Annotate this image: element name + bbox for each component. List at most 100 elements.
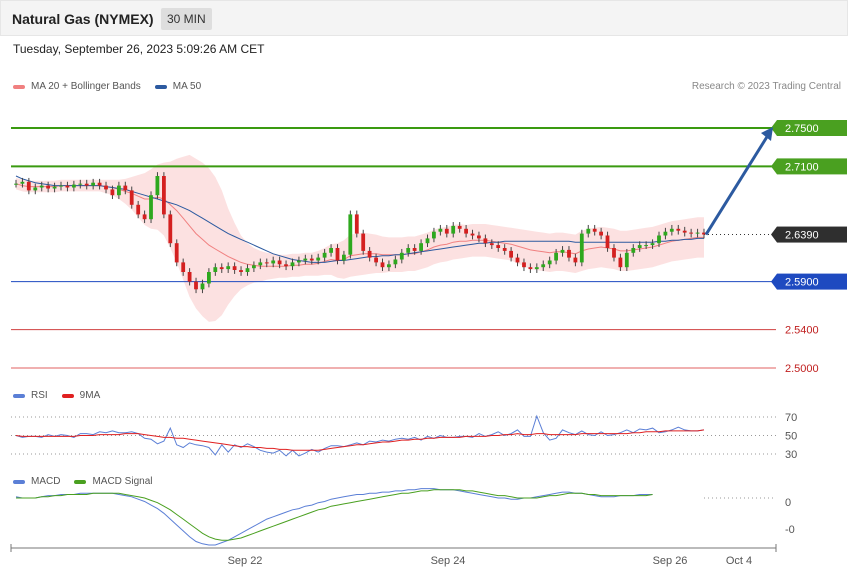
candle-body — [496, 245, 501, 248]
ma50-swatch — [154, 84, 167, 89]
candle-body — [695, 232, 700, 234]
candle-body — [637, 245, 642, 248]
ma20-swatch — [13, 84, 25, 89]
legend-item-macd-signal: MACD Signal — [74, 476, 152, 487]
candle-body — [702, 232, 706, 235]
candle-body — [618, 257, 623, 268]
candle-body — [149, 195, 153, 220]
candle-body — [509, 250, 513, 258]
candle-body — [477, 235, 481, 239]
candle-body — [586, 228, 591, 234]
candle-body — [502, 248, 507, 251]
candle-body — [412, 248, 417, 251]
level-label: 2.6390 — [785, 230, 819, 242]
candle-body — [297, 260, 301, 263]
candle-body — [322, 252, 327, 258]
macd-signal-line — [16, 489, 653, 541]
candle-body — [142, 214, 147, 220]
level-label-pointer — [771, 226, 777, 243]
candle-body — [669, 228, 674, 232]
level-label-pointer — [771, 120, 777, 136]
candle-body — [52, 186, 57, 189]
candle-body — [612, 248, 616, 258]
candle-body — [342, 254, 346, 261]
candle-body — [457, 225, 462, 229]
candle-body — [419, 243, 423, 251]
candle-body — [348, 214, 353, 255]
candle-body — [489, 243, 494, 246]
candle-body — [605, 235, 610, 248]
candle-body — [387, 264, 391, 268]
candle-body — [162, 176, 166, 215]
legend-item-ma50: MA 50 — [154, 81, 202, 92]
rsi-tick-label: 50 — [785, 431, 797, 443]
legend-item-ma20: MA 20 + Bollinger Bands — [13, 81, 141, 92]
candle-body — [155, 176, 160, 196]
x-axis-tick-label: Sep 22 — [228, 555, 263, 567]
candle-body — [33, 187, 38, 191]
macd-legend: MACD MACD Signal — [13, 476, 166, 487]
legend-item-macd: MACD — [13, 476, 60, 487]
candle-body — [579, 233, 584, 263]
legend-label-rsi: RSI — [31, 390, 48, 401]
candle-body — [631, 248, 636, 253]
candle-body — [483, 238, 488, 244]
level-label-pointer — [771, 273, 777, 290]
macd-tick-label: 0 — [785, 497, 791, 509]
forecast-arrow-shaft — [704, 131, 772, 236]
legend-label-ma50: MA 50 — [172, 81, 202, 92]
candle-body — [213, 267, 218, 272]
candle-body — [309, 258, 314, 261]
candle-body — [567, 249, 571, 258]
level-label: 2.5900 — [785, 277, 819, 289]
candle-body — [444, 228, 449, 234]
candle-body — [129, 190, 134, 205]
candle-body — [393, 259, 398, 265]
candle-body — [181, 262, 186, 272]
legend-label-macd: MACD — [31, 476, 61, 487]
candle-body — [380, 262, 385, 268]
rsi-swatch — [13, 393, 25, 398]
candle-body — [361, 233, 366, 251]
candle-body — [136, 204, 141, 215]
x-axis-tick-label: Oct 4 — [726, 555, 752, 567]
candle-body — [560, 249, 565, 253]
candle-body — [425, 238, 430, 244]
candle-body — [657, 235, 661, 244]
candle-body — [399, 252, 404, 260]
candle-body — [573, 257, 578, 263]
candle-body — [290, 262, 295, 267]
legend-item-rsi: RSI — [13, 390, 48, 401]
candle-body — [46, 185, 50, 189]
candle-body — [277, 260, 282, 265]
interval-button[interactable]: 30 MIN — [161, 8, 212, 30]
candle-body — [451, 225, 456, 234]
candle-body — [650, 243, 655, 246]
candle-body — [438, 228, 443, 232]
macd-tick-label: -0 — [785, 524, 795, 536]
candle-body — [78, 183, 83, 185]
candle-body — [354, 214, 359, 234]
rsi-tick-label: 30 — [785, 449, 797, 461]
candle-body — [367, 250, 372, 258]
candle-body — [374, 257, 378, 263]
x-axis-tick-label: Sep 24 — [431, 555, 466, 567]
level-label-box — [777, 158, 847, 175]
copyright-credit: Research © 2023 Trading Central — [691, 81, 841, 92]
candle-body — [20, 181, 25, 184]
candle-body — [194, 281, 198, 290]
rsi-legend: RSI 9MA — [13, 390, 114, 401]
candle-body — [682, 230, 687, 233]
level-label: 2.5000 — [785, 363, 819, 375]
candle-body — [226, 266, 231, 270]
candle-body — [117, 185, 121, 196]
candle-body — [541, 264, 546, 268]
forecast-arrow-head — [761, 127, 773, 141]
candle-body — [258, 262, 263, 266]
candle-body — [232, 266, 237, 270]
chart-header: Natural Gas (NYMEX) 30 MIN — [0, 0, 848, 36]
rsi-line — [15, 414, 705, 457]
level-label-pointer — [771, 158, 777, 175]
legend-item-rsi-ma: 9MA — [61, 390, 100, 401]
